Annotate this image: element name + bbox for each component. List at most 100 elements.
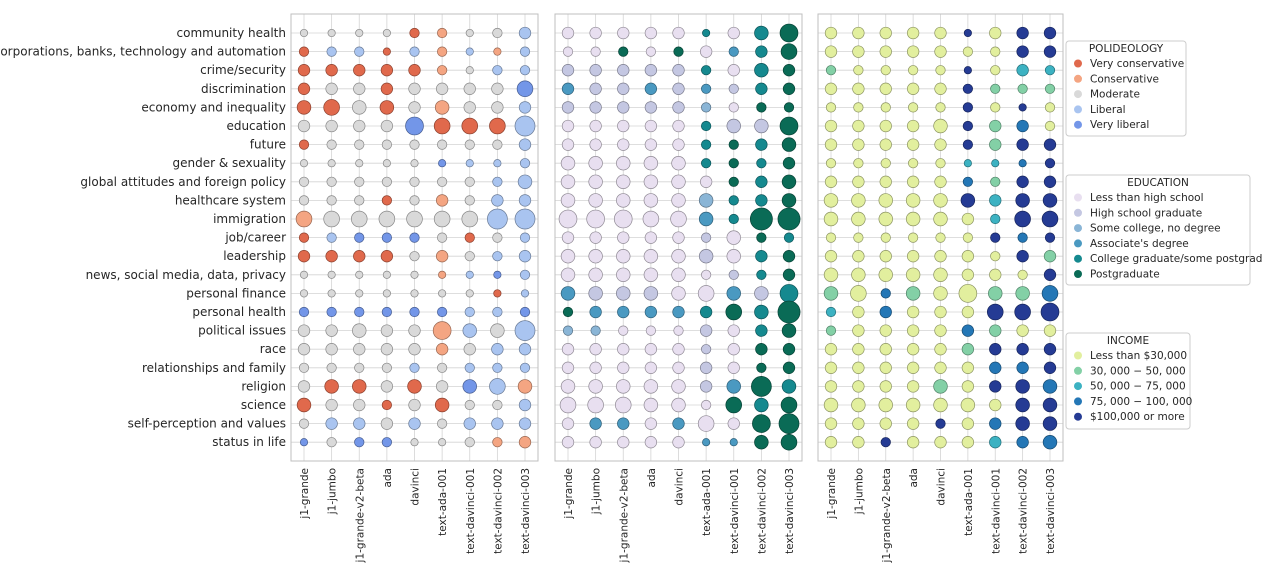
- data-point: [726, 286, 741, 301]
- legend-marker: [1074, 397, 1082, 406]
- data-point: [325, 64, 338, 77]
- data-point: [561, 436, 575, 449]
- data-point: [354, 362, 365, 373]
- data-point: [728, 176, 739, 187]
- data-point: [781, 174, 797, 189]
- data-point: [560, 193, 576, 208]
- data-point: [1016, 361, 1029, 374]
- data-point: [852, 361, 865, 374]
- data-point: [298, 418, 310, 429]
- plot-frame: [290, 13, 539, 462]
- data-point: [962, 120, 973, 132]
- data-point: [326, 176, 337, 187]
- data-point: [990, 176, 1001, 187]
- data-point: [1016, 324, 1029, 337]
- data-point: [354, 176, 365, 187]
- data-point: [354, 232, 365, 243]
- legend-label: Liberal: [1090, 104, 1126, 116]
- data-point: [672, 101, 685, 114]
- data-point: [409, 232, 420, 243]
- data-point: [726, 118, 741, 134]
- data-point: [325, 250, 338, 263]
- data-point: [327, 28, 336, 38]
- data-point: [298, 176, 310, 187]
- data-point: [437, 65, 448, 76]
- data-point: [782, 82, 796, 95]
- data-point: [933, 211, 948, 227]
- data-point: [617, 82, 630, 95]
- data-point: [906, 175, 920, 188]
- data-point: [671, 174, 686, 189]
- data-point: [405, 116, 424, 136]
- data-point: [352, 323, 367, 338]
- data-point: [905, 286, 921, 301]
- data-point: [561, 343, 575, 356]
- data-point: [852, 417, 865, 430]
- data-point: [727, 26, 740, 40]
- data-point: [520, 289, 530, 298]
- data-point: [1015, 286, 1030, 301]
- data-point: [519, 232, 531, 243]
- data-point: [851, 397, 866, 413]
- data-point: [754, 304, 769, 320]
- data-point: [991, 159, 1000, 168]
- data-point: [465, 28, 474, 38]
- data-point: [823, 267, 839, 282]
- legend-marker: [1074, 254, 1082, 263]
- data-point: [617, 231, 630, 244]
- data-point: [644, 138, 658, 151]
- data-point: [298, 362, 310, 373]
- legend-label: Very liberal: [1090, 119, 1149, 131]
- data-point: [1015, 193, 1030, 208]
- data-point: [960, 397, 976, 413]
- legend-label: Less than $30,000: [1090, 350, 1187, 362]
- data-point: [1042, 193, 1058, 208]
- data-point: [437, 418, 448, 429]
- data-point: [381, 306, 392, 318]
- data-point: [616, 379, 631, 394]
- data-point: [699, 324, 713, 337]
- data-point: [671, 379, 686, 394]
- data-point: [409, 46, 420, 57]
- xtick-label: davinci: [936, 468, 948, 506]
- data-point: [671, 193, 686, 208]
- data-point: [672, 417, 685, 430]
- data-point: [409, 306, 420, 318]
- data-point: [989, 138, 1002, 151]
- data-point: [1042, 435, 1058, 450]
- data-point: [588, 286, 603, 301]
- data-point: [617, 436, 630, 449]
- data-point: [672, 82, 685, 95]
- data-point: [519, 269, 531, 280]
- data-point: [407, 379, 422, 394]
- data-point: [463, 82, 476, 95]
- data-point: [906, 305, 920, 319]
- data-point: [777, 207, 801, 231]
- data-point: [782, 361, 796, 374]
- data-point: [905, 397, 921, 413]
- data-point: [879, 45, 892, 58]
- data-point: [990, 102, 1001, 113]
- data-point: [437, 27, 448, 39]
- data-point: [434, 100, 450, 115]
- data-point: [963, 28, 972, 38]
- data-point: [824, 417, 838, 430]
- data-point: [879, 324, 892, 337]
- data-point: [1043, 343, 1057, 356]
- data-point: [1016, 436, 1029, 449]
- legend-label: 75, 000 − 100, 000: [1090, 396, 1192, 408]
- data-point: [852, 45, 865, 58]
- data-point: [492, 232, 503, 243]
- data-point: [1043, 250, 1057, 263]
- data-point: [879, 417, 892, 430]
- data-point: [588, 155, 603, 171]
- data-point: [492, 399, 503, 411]
- data-point: [673, 325, 684, 336]
- data-point: [561, 231, 575, 244]
- data-point: [643, 397, 659, 413]
- data-point: [353, 119, 366, 133]
- data-point: [934, 138, 947, 151]
- data-point: [1016, 138, 1029, 151]
- data-point: [879, 26, 892, 40]
